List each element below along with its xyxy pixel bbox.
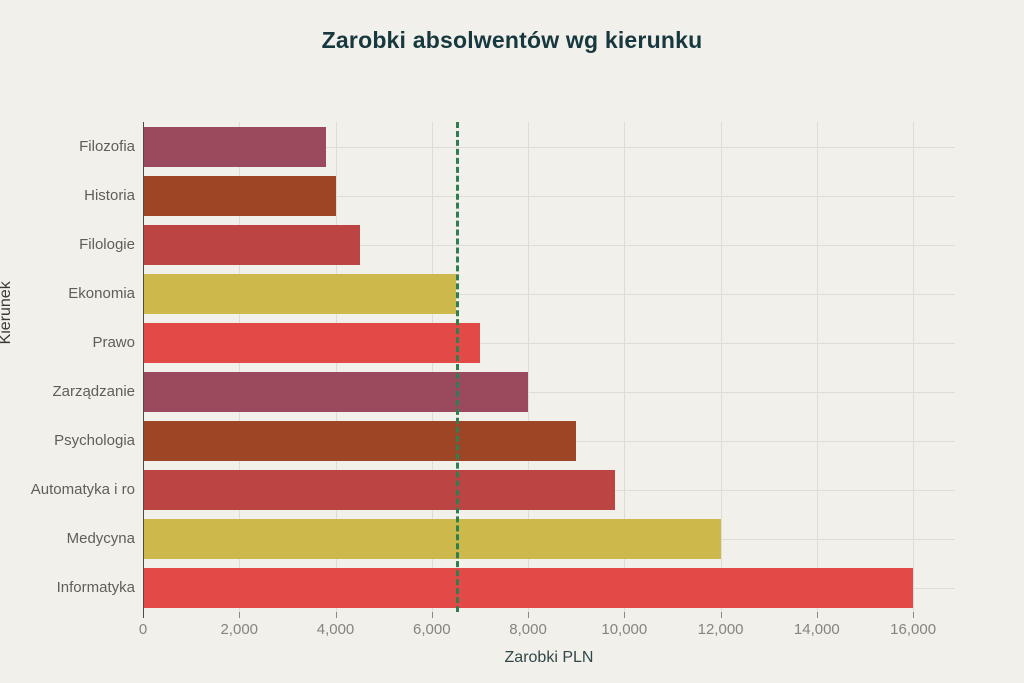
x-tick-mark xyxy=(431,612,433,618)
gridline-vertical xyxy=(624,122,626,612)
x-tick-label: 16,000 xyxy=(890,621,937,638)
bar-automatyka-i-ro xyxy=(143,469,615,510)
x-tick-mark xyxy=(239,612,241,618)
reference-line xyxy=(455,122,459,612)
gridline-vertical xyxy=(720,122,722,612)
bar-prawo xyxy=(143,322,480,363)
x-tick-mark xyxy=(624,612,626,618)
x-tick-mark xyxy=(720,612,722,618)
gridline-vertical xyxy=(335,122,337,612)
x-tick-label: 8,000 xyxy=(509,621,547,638)
category-label: Filozofia xyxy=(79,138,135,155)
x-axis-title: Zarobki PLN xyxy=(504,649,594,666)
category-label: Automatyka i ro xyxy=(30,481,135,498)
bar-row xyxy=(143,220,955,269)
category-label: Prawo xyxy=(92,334,135,351)
bar-row xyxy=(143,416,955,465)
category-label: Filologie xyxy=(79,236,135,253)
y-axis-line xyxy=(143,122,144,618)
x-tick-label: 6,000 xyxy=(413,621,451,638)
bar-informatyka xyxy=(143,567,914,608)
gridline-vertical xyxy=(816,122,818,612)
bar-filozofia xyxy=(143,126,326,167)
bar-zarządzanie xyxy=(143,371,529,412)
bar-ekonomia xyxy=(143,273,456,314)
category-label: Informatyka xyxy=(56,579,135,596)
x-tick-mark xyxy=(913,612,915,618)
bar-psychologia xyxy=(143,420,577,461)
x-tick-mark xyxy=(816,612,818,618)
gridline-horizontal xyxy=(143,146,955,148)
gridline-vertical xyxy=(431,122,433,612)
gridline-horizontal xyxy=(143,293,955,295)
x-tick-mark xyxy=(335,612,337,618)
plot-area xyxy=(143,122,955,612)
x-tick-label: 12,000 xyxy=(697,621,744,638)
bar-row xyxy=(143,514,955,563)
gridline-vertical xyxy=(528,122,530,612)
bar-filologie xyxy=(143,224,360,265)
gridline-vertical xyxy=(913,122,915,612)
bar-row xyxy=(143,171,955,220)
bar-historia xyxy=(143,175,336,216)
bar-row xyxy=(143,122,955,171)
x-tick-mark xyxy=(528,612,530,618)
category-label: Ekonomia xyxy=(68,285,135,302)
bar-medycyna xyxy=(143,518,721,559)
x-tick-label: 14,000 xyxy=(793,621,840,638)
gridline-horizontal xyxy=(143,195,955,197)
x-tick-label: 4,000 xyxy=(316,621,355,638)
bar-row xyxy=(143,318,955,367)
gridline-horizontal xyxy=(143,391,955,393)
bar-row xyxy=(143,563,955,612)
bar-row xyxy=(143,269,955,318)
category-label: Medycyna xyxy=(66,530,135,547)
gridline-horizontal xyxy=(143,342,955,344)
x-tick-label: 2,000 xyxy=(220,621,259,638)
category-label: Historia xyxy=(84,187,135,204)
bar-row xyxy=(143,465,955,514)
gridline-horizontal xyxy=(143,244,955,246)
category-label: Psychologia xyxy=(54,432,135,449)
gridline-vertical xyxy=(239,122,241,612)
chart-title: Zarobki absolwentów wg kierunku xyxy=(321,27,703,53)
bar-row xyxy=(143,367,955,416)
category-label: Zarządzanie xyxy=(52,383,135,400)
x-tick-label: 10,000 xyxy=(601,621,648,638)
x-tick-label: 0 xyxy=(138,621,148,638)
